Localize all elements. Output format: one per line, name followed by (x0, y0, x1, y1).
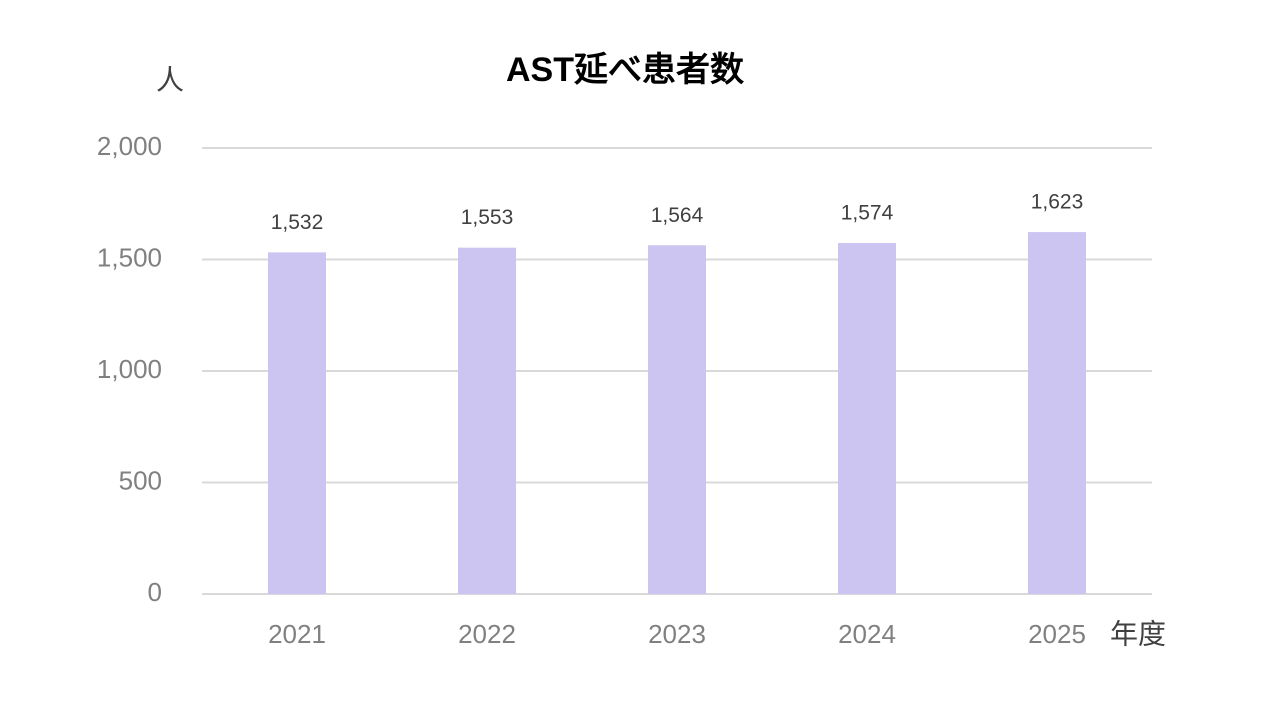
y-tick-label: 1,500 (97, 242, 162, 272)
bar (268, 252, 326, 594)
y-axis-label: 人 (156, 64, 184, 95)
value-label: 1,623 (1031, 191, 1084, 214)
value-label: 1,532 (271, 211, 324, 234)
y-tick-label: 500 (119, 465, 162, 495)
x-tick-label: 2024 (838, 619, 896, 649)
value-label: 1,564 (651, 204, 704, 227)
value-label: 1,553 (461, 206, 514, 229)
y-tick-label: 0 (148, 577, 162, 607)
value-label: 1,574 (841, 202, 894, 225)
x-tick-label: 2023 (648, 619, 706, 649)
x-axis-label: 年度 (1110, 618, 1166, 649)
x-tick-label: 2021 (268, 619, 326, 649)
y-tick-label: 1,000 (97, 354, 162, 384)
bar (648, 245, 706, 594)
x-tick-label: 2022 (458, 619, 516, 649)
bar (1028, 232, 1086, 595)
bar (458, 247, 516, 594)
y-tick-label: 2,000 (97, 131, 162, 161)
bar (838, 242, 896, 595)
x-tick-label: 2025 (1028, 619, 1086, 649)
chart-title: AST延べ患者数 (506, 51, 744, 89)
